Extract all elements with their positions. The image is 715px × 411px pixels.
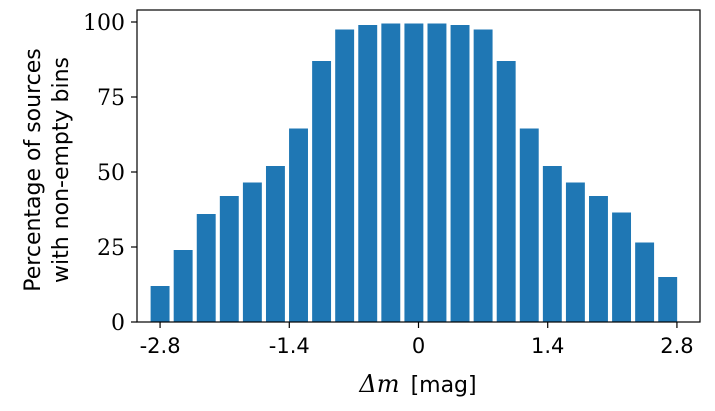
bar — [496, 61, 516, 322]
bar — [404, 23, 424, 322]
bar — [196, 214, 216, 322]
y-tick-label: 0 — [111, 311, 125, 336]
bar — [450, 25, 470, 322]
x-axis-label: Δm [mag] — [358, 370, 476, 398]
y-tick-label: 25 — [97, 236, 125, 261]
y-tick-label: 100 — [83, 11, 125, 36]
plot-frame — [136, 9, 701, 323]
y-tick-label: 75 — [97, 86, 125, 111]
bar — [173, 250, 193, 322]
bar — [519, 128, 539, 322]
bar — [565, 182, 585, 322]
bar — [589, 196, 608, 322]
bar — [381, 23, 401, 322]
bars-group — [150, 23, 678, 322]
bar — [635, 242, 655, 322]
bar — [427, 23, 447, 322]
x-ticks-group: -2.8 -1.4 0 1.4 2.8 — [140, 322, 694, 358]
bar — [612, 212, 632, 322]
y-axis-label-line2: with non-empty bins — [49, 57, 74, 283]
bar — [150, 286, 170, 322]
x-axis-label-unit: [mag] — [411, 373, 477, 398]
x-tick-label: -1.4 — [269, 334, 310, 358]
bar — [473, 29, 493, 322]
bar — [289, 128, 308, 322]
bar — [265, 166, 285, 322]
x-tick-label: 0 — [412, 334, 425, 358]
y-ticks-group: 0 25 50 75 100 — [83, 11, 137, 336]
bar — [658, 277, 678, 322]
bar — [542, 166, 562, 322]
x-axis-label-math: Δm — [358, 370, 399, 398]
bar — [335, 29, 355, 322]
bar — [242, 182, 262, 322]
y-tick-label: 50 — [97, 161, 125, 186]
x-tick-label: -2.8 — [140, 334, 181, 358]
bar — [219, 196, 239, 322]
y-axis-label-line1: Percentage of sources — [21, 48, 46, 291]
bar — [312, 61, 332, 322]
x-tick-label: 2.8 — [660, 334, 693, 358]
x-tick-label: 1.4 — [531, 334, 564, 358]
bar — [358, 25, 378, 322]
